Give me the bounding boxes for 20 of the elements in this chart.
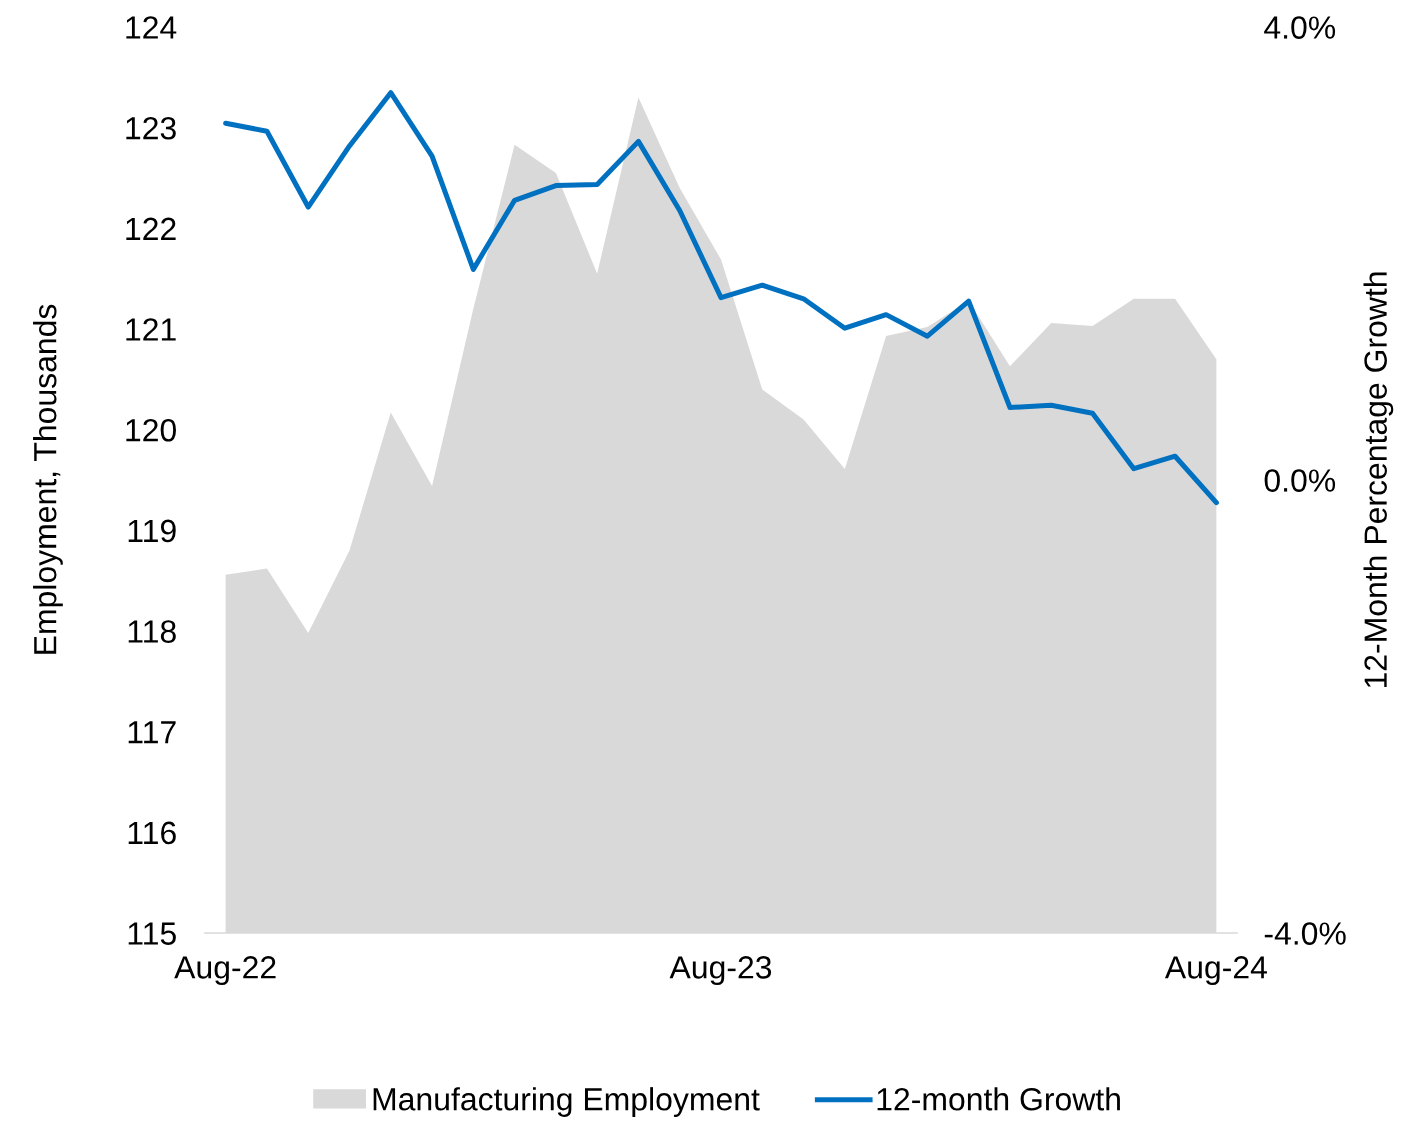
y-tick-label: 119 [128, 519, 176, 543]
y-tick-label: 116 [128, 821, 176, 845]
y-tick-label: 115 [128, 922, 176, 945]
x-tick-label: Aug-24 [1164, 956, 1267, 985]
y-tick-label: 120 [126, 418, 176, 442]
x-tick-label: Aug-23 [669, 956, 772, 985]
y-tick-label: 121 [126, 318, 176, 341]
legend-label: 12-month Growth [877, 1087, 1120, 1111]
y-axis-title: Employment, Thousands [33, 304, 63, 654]
y-tick-label: 124 [126, 16, 177, 39]
y2-tick-label: 0.0% [1264, 469, 1336, 492]
y-tick-label: 118 [128, 620, 176, 643]
y-tick-label: 117 [128, 721, 176, 744]
y2-axis-title: 12-Month Percentage Growth [1363, 272, 1394, 688]
y2-tick-label: -4.0% [1264, 922, 1346, 945]
y-tick-label: 123 [126, 116, 176, 140]
y-tick-label: 122 [126, 217, 176, 240]
y2-tick-label: 4.0% [1264, 16, 1336, 39]
x-tick-label: Aug-22 [174, 956, 276, 985]
legend-label: Manufacturing Employment [373, 1087, 760, 1117]
